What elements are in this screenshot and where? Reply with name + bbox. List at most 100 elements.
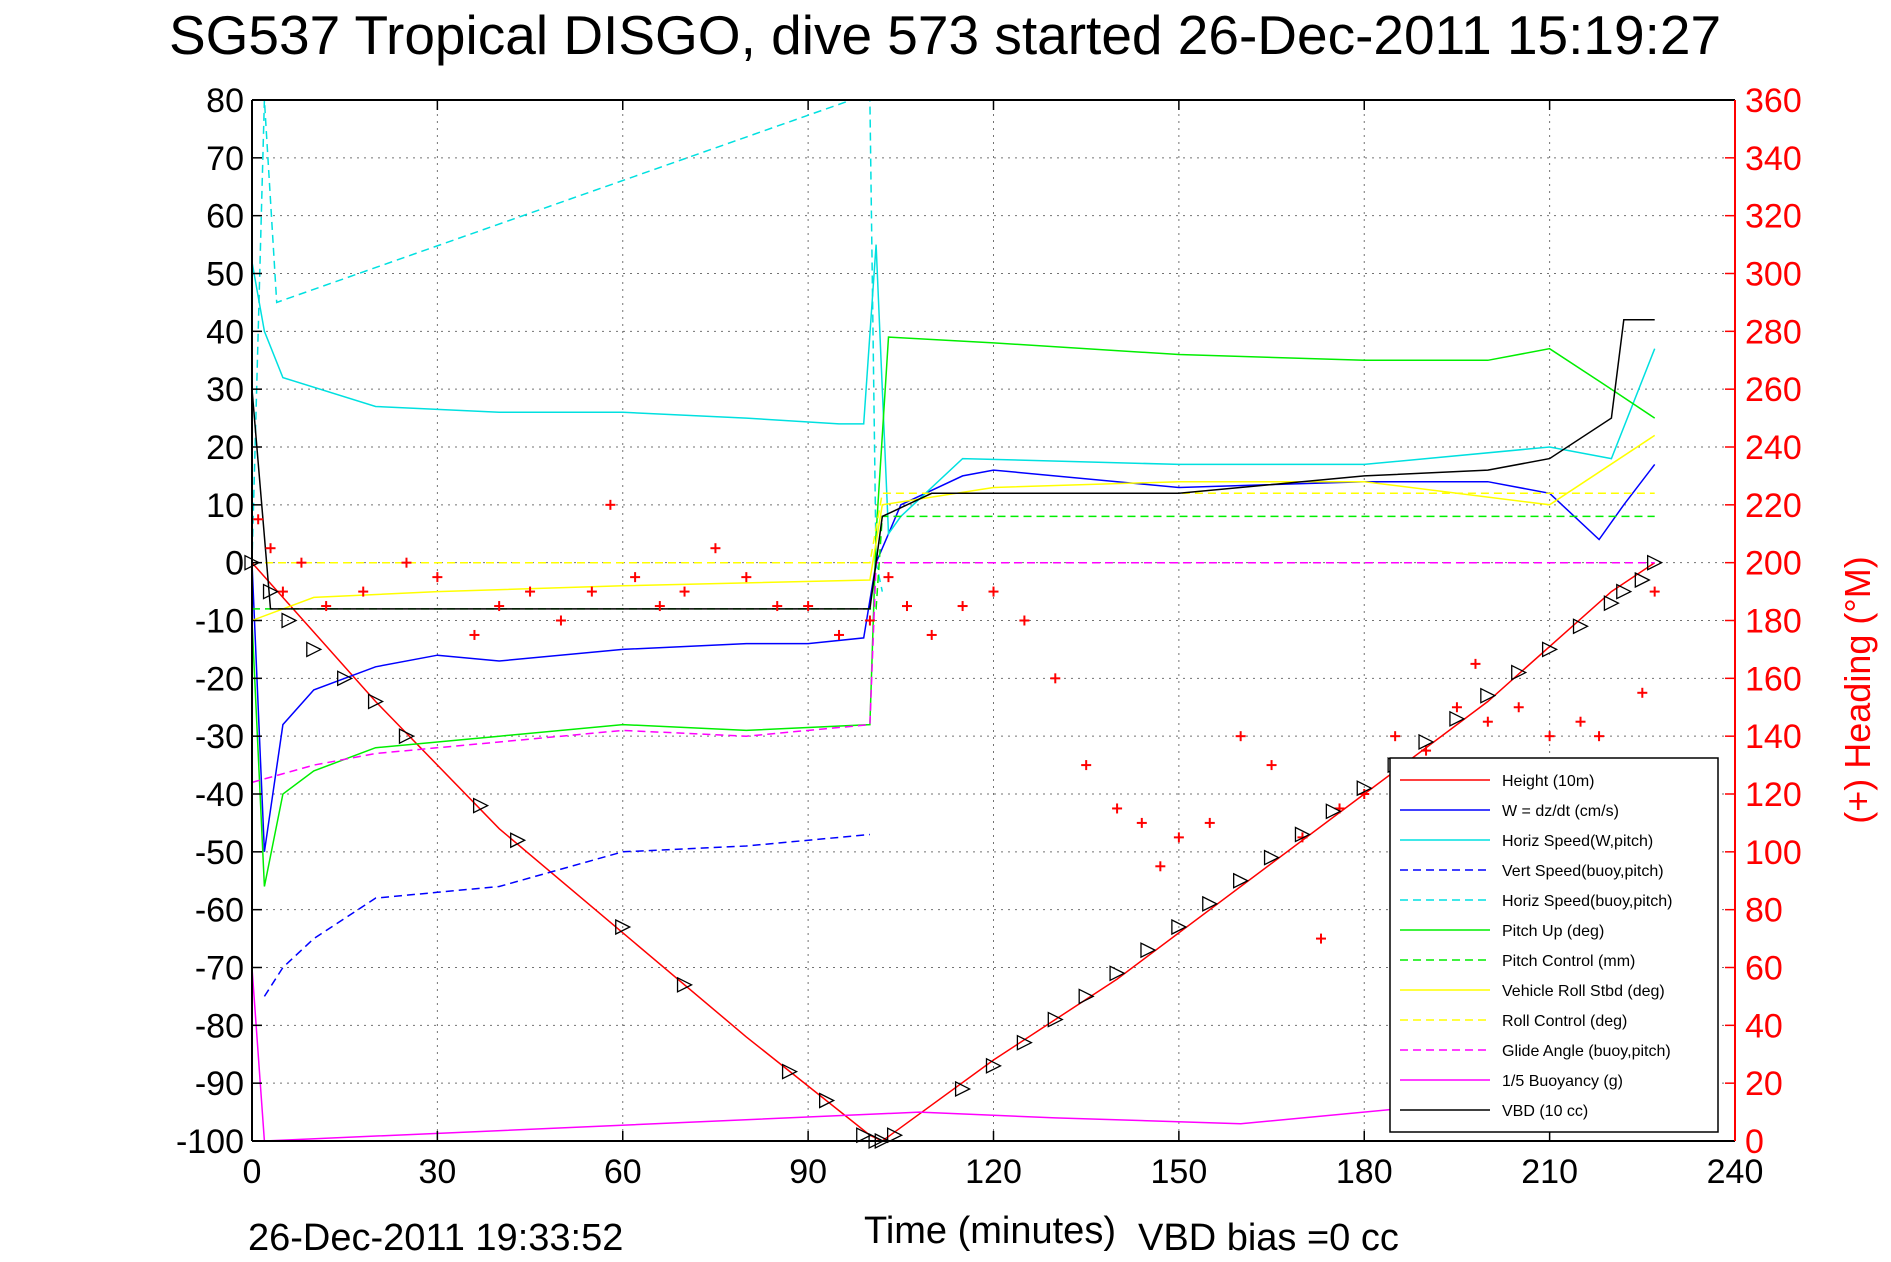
heading-point [654, 601, 665, 612]
heading-point [1451, 702, 1462, 713]
series-line-4 [251, 99, 884, 592]
heading-point [1315, 933, 1326, 944]
turn-marker [1634, 571, 1651, 589]
turn-marker [1016, 1034, 1033, 1051]
heading-point [803, 601, 814, 612]
legend-label: 1/5 Buoyancy (g) [1502, 1073, 1623, 1090]
right-y-tick-label: 20 [1745, 1065, 1783, 1103]
turn-marker [281, 612, 298, 629]
heading-point [1235, 731, 1246, 742]
heading-point [1637, 687, 1648, 698]
heading-point [1470, 658, 1481, 669]
turn-marker [1233, 872, 1250, 889]
legend-label: Roll Control (deg) [1502, 1013, 1627, 1030]
right-y-axis-label: (+) Heading (°M) [1837, 556, 1878, 823]
heading-point [321, 601, 332, 612]
y-tick-label: -10 [195, 603, 244, 641]
turn-marker [367, 693, 385, 710]
y-tick-label: -80 [195, 1007, 244, 1045]
turn-marker [1078, 988, 1095, 1005]
legend-label: Pitch Up (deg) [1502, 923, 1604, 940]
x-tick-label: 60 [604, 1153, 642, 1191]
turn-marker [985, 1057, 1002, 1074]
legend-label: Horiz Speed(buoy,pitch) [1502, 893, 1672, 910]
right-y-tick-label: 280 [1745, 313, 1802, 351]
series-line-7 [251, 434, 1656, 622]
right-y-tick-label: 300 [1745, 256, 1802, 294]
x-tick-labels: 0 30 60 90 120 150 180 210 240 [243, 1153, 1764, 1191]
heading-point [679, 586, 690, 597]
y-tick-label: 70 [206, 140, 244, 178]
right-y-tick-label: 260 [1745, 371, 1802, 409]
heading-point [901, 601, 912, 612]
y-tick-label: -100 [176, 1123, 244, 1161]
series-line-0 [251, 562, 1656, 1142]
legend-label: Horiz Speed(W,pitch) [1502, 833, 1653, 850]
turn-marker [1202, 895, 1219, 912]
y-tick-label: -90 [195, 1065, 244, 1103]
turn-marker [1263, 849, 1281, 866]
x-tick-label: 210 [1521, 1153, 1578, 1191]
y-tick-label: 20 [206, 429, 244, 467]
y-tick-label: 0 [225, 545, 244, 583]
y-tick-label: -20 [195, 660, 244, 698]
x-tick-label: 150 [1151, 1153, 1208, 1191]
footer-vbd-bias: VBD bias =0 cc [1138, 1217, 1399, 1259]
heading-point [710, 543, 721, 554]
right-y-tick-label: 160 [1745, 660, 1802, 698]
legend-label: Pitch Control (mm) [1502, 953, 1635, 970]
legend-label: W = dz/dt (cm/s) [1502, 803, 1619, 820]
heading-point [1594, 731, 1605, 742]
legend: Height (10m) W = dz/dt (cm/s) Horiz Speed(… [1389, 757, 1719, 1133]
heading-point [1513, 702, 1524, 713]
turn-marker [1603, 595, 1620, 612]
heading-point [358, 586, 369, 597]
heading-point [864, 615, 875, 626]
y-tick-label: 10 [206, 487, 244, 525]
heading-point [1575, 716, 1586, 727]
turn-marker [954, 1080, 972, 1098]
turn-marker [819, 1092, 836, 1109]
right-y-tick-label: 140 [1745, 718, 1802, 756]
heading-point [926, 629, 937, 640]
turn-marker [1511, 664, 1528, 681]
x-tick-label: 0 [243, 1153, 262, 1191]
heading-point [1544, 731, 1555, 742]
x-tick-label: 90 [789, 1153, 827, 1191]
heading-point [883, 572, 894, 583]
turn-marker [1480, 687, 1497, 704]
series-line-2 [251, 244, 1656, 537]
y-tick-label: 50 [206, 256, 244, 294]
turn-marker [1616, 583, 1633, 600]
x-axis-label: Time (minutes) [864, 1210, 1116, 1252]
axes [251, 99, 1736, 1142]
turn-marker [510, 832, 527, 849]
turn-marker [1541, 641, 1559, 658]
right-y-tick-label: 120 [1745, 776, 1802, 814]
x-tick-label: 240 [1707, 1153, 1764, 1191]
heading-point [1112, 803, 1123, 814]
heading-point [605, 499, 616, 510]
heading-markers [253, 499, 1660, 944]
turn-marker [262, 583, 279, 600]
heading-point [296, 557, 307, 568]
y-tick-label: -30 [195, 718, 244, 756]
chart-title: SG537 Tropical DISGO, dive 573 started 2… [169, 4, 1721, 66]
footer-timestamp: 26-Dec-2011 19:33:52 [248, 1217, 623, 1259]
heading-point [957, 601, 968, 612]
legend-label: VBD (10 cc) [1502, 1103, 1588, 1120]
heading-point [1266, 760, 1277, 771]
y-tick-label: -40 [195, 776, 244, 814]
turn-marker [1047, 1011, 1064, 1028]
turn-marker [472, 797, 490, 814]
turn-markers [244, 554, 1664, 1150]
right-y-tick-label: 0 [1745, 1123, 1764, 1161]
heading-point [1019, 615, 1030, 626]
heading-point [525, 586, 536, 597]
right-y-tick-label: 40 [1745, 1007, 1783, 1045]
y-tick-label: 80 [206, 82, 244, 120]
turn-marker [1418, 733, 1435, 751]
turn-marker [615, 918, 632, 936]
right-y-tick-label: 320 [1745, 198, 1802, 236]
